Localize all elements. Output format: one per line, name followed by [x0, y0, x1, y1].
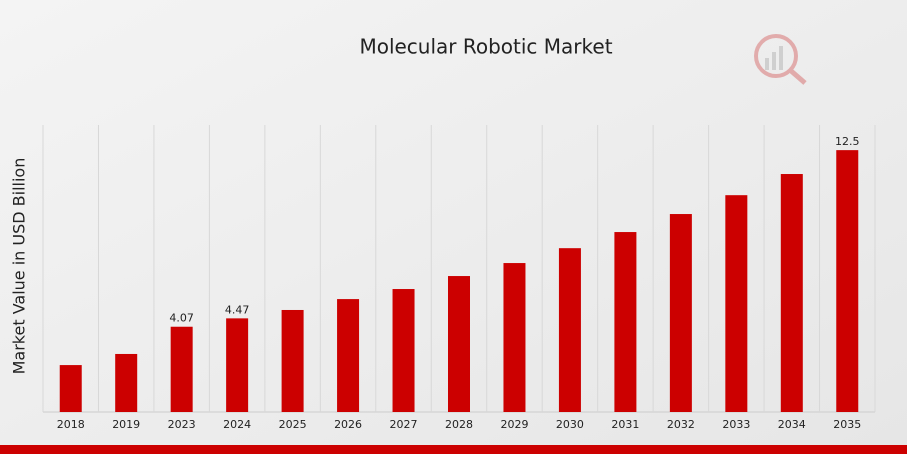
bar	[281, 309, 304, 412]
bar	[59, 365, 82, 412]
value-label: 4.07	[169, 312, 194, 325]
x-tick-label: 2032	[667, 418, 695, 431]
y-axis-label: Market Value in USD Billion	[10, 158, 29, 375]
x-tick-label: 2029	[500, 418, 528, 431]
bar	[115, 353, 138, 412]
x-tick-label: 2027	[390, 418, 418, 431]
logo	[754, 34, 807, 85]
bar	[337, 299, 360, 412]
bar	[226, 318, 249, 412]
x-tick-label: 2030	[556, 418, 584, 431]
value-label: 12.5	[835, 135, 860, 148]
bar	[170, 326, 193, 412]
x-tick-label: 2031	[611, 418, 639, 431]
x-tick-label: 2024	[223, 418, 251, 431]
x-tick-label: 2035	[833, 418, 861, 431]
bar	[836, 150, 859, 413]
x-tick-label: 2019	[112, 418, 140, 431]
footer-band	[0, 445, 907, 454]
bar	[725, 195, 748, 412]
value-label: 4.47	[225, 303, 250, 316]
bar	[780, 174, 803, 412]
bar	[669, 214, 692, 412]
bar	[392, 289, 415, 412]
bar	[558, 248, 581, 412]
x-tick-label: 2034	[778, 418, 806, 431]
chart-title: Molecular Robotic Market	[359, 35, 612, 59]
bar	[614, 232, 637, 412]
x-tick-label: 2033	[722, 418, 750, 431]
x-tick-label: 2026	[334, 418, 362, 431]
x-tick-label: 2028	[445, 418, 473, 431]
x-tick-label: 2018	[57, 418, 85, 431]
bar	[448, 276, 470, 412]
bar	[503, 263, 526, 412]
x-tick-label: 2025	[279, 418, 307, 431]
x-tick-label: 2023	[168, 418, 196, 431]
